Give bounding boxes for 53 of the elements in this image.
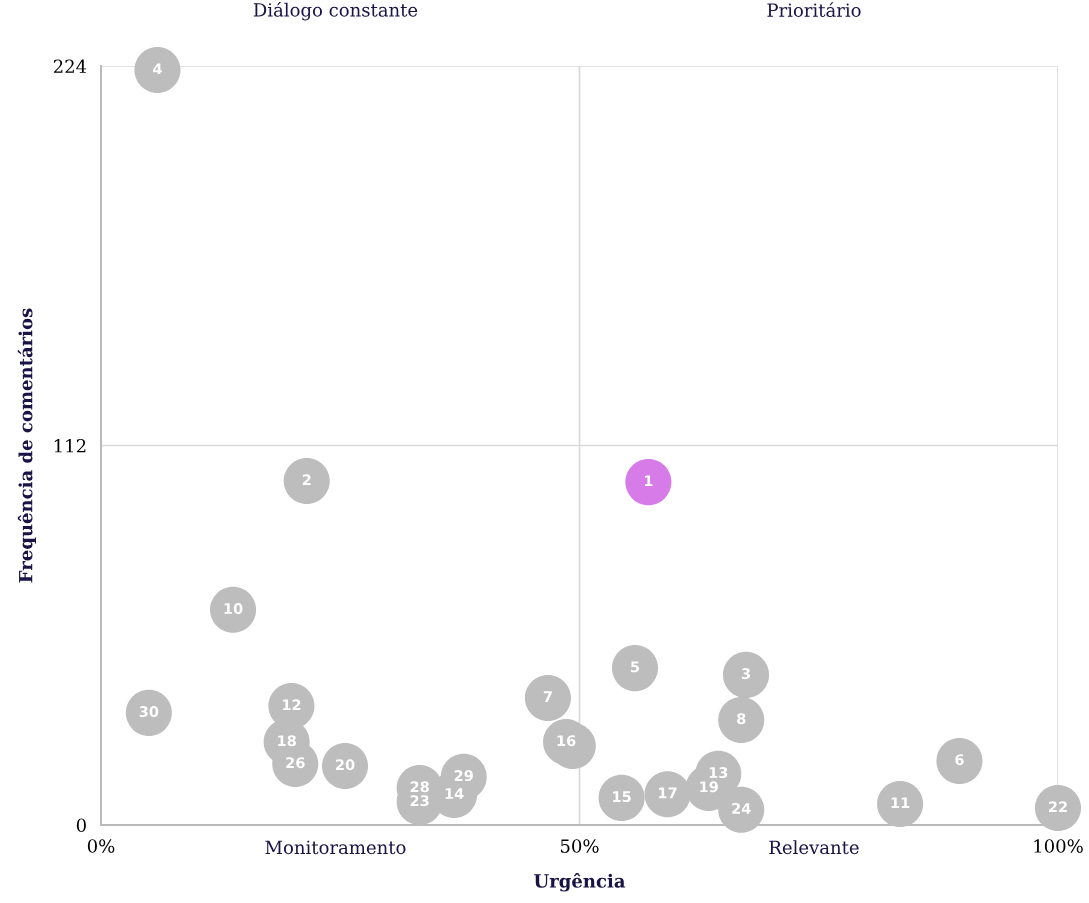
series-label: 19 <box>700 781 718 793</box>
point <box>625 459 672 506</box>
series-label: 6 <box>955 754 964 766</box>
point <box>598 774 645 821</box>
series-label: 1 <box>644 475 653 487</box>
series-label: 29 <box>454 770 473 782</box>
series-label: 26 <box>286 757 305 769</box>
text: Relevante <box>769 840 859 855</box>
series-label: 20 <box>336 759 355 771</box>
series-label: 12 <box>282 699 301 711</box>
y-axis-title: Frequência de comentários <box>17 308 36 583</box>
series-label: 4 <box>153 63 162 75</box>
point <box>722 651 770 698</box>
series-label: 5 <box>631 661 640 673</box>
series-label: 17 <box>659 787 677 799</box>
series-label: 13 <box>709 767 728 779</box>
point <box>936 737 983 784</box>
series-label: 7 <box>543 691 552 702</box>
y-tick-label: 112 <box>54 438 86 453</box>
x-tick-label: 50% <box>560 839 599 853</box>
point <box>283 458 330 505</box>
series-label: 24 <box>732 802 751 814</box>
point <box>1034 785 1082 832</box>
series-label: 3 <box>741 668 750 680</box>
point <box>524 674 571 721</box>
point <box>718 786 765 833</box>
x-tick-label: 100% <box>1034 839 1083 853</box>
point <box>134 47 181 94</box>
point <box>611 645 659 692</box>
series-label: 22 <box>1049 801 1067 813</box>
x-axis-title: Urgência <box>534 873 626 892</box>
series-label: 14 <box>445 788 464 799</box>
series-label: 2 <box>302 474 311 486</box>
series-label: 16 <box>557 735 576 747</box>
y-tick-label: 224 <box>53 59 87 73</box>
series-label: 11 <box>891 797 910 809</box>
series-label: 10 <box>224 603 243 615</box>
series-label: 8 <box>737 713 746 725</box>
text: Prioritário <box>767 2 861 17</box>
y-tick-label: 0 <box>76 818 86 833</box>
text: Monitoramento <box>265 840 406 855</box>
series-label: 23 <box>410 795 429 807</box>
point <box>877 780 924 828</box>
point <box>125 689 172 736</box>
text: Diálogo constante <box>253 2 418 21</box>
point <box>210 586 257 633</box>
series-label: 18 <box>278 735 296 747</box>
series-label: 15 <box>613 791 631 803</box>
point <box>718 696 765 743</box>
series-label: 30 <box>139 706 159 718</box>
series-label: 28 <box>410 781 429 793</box>
x-tick-label: 0% <box>87 839 115 853</box>
point <box>644 771 691 818</box>
